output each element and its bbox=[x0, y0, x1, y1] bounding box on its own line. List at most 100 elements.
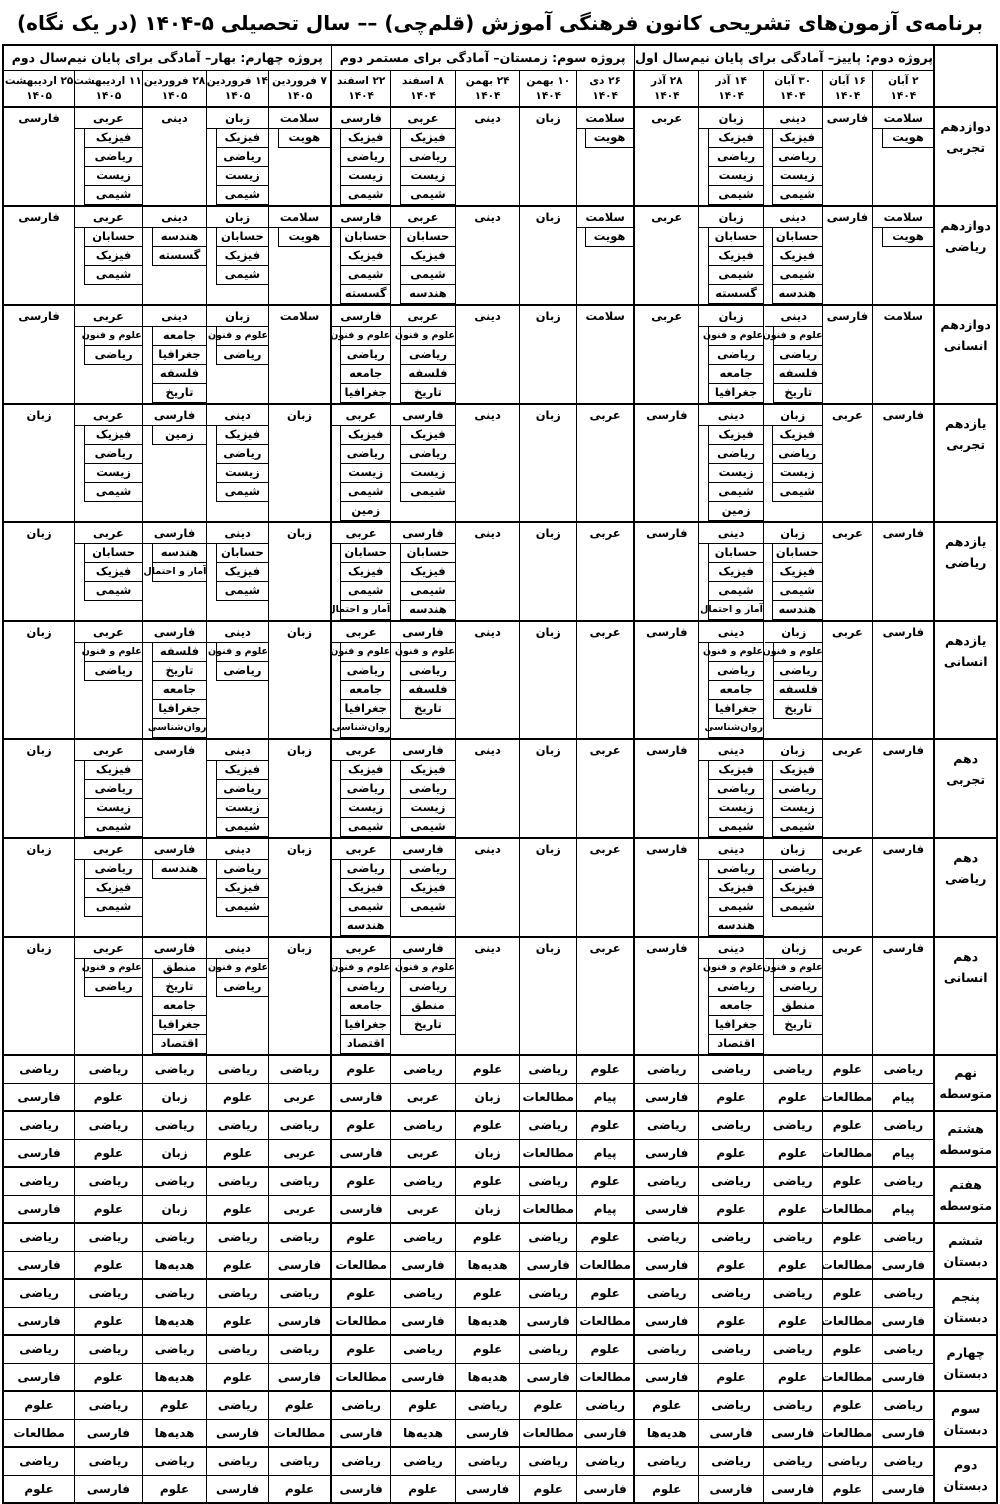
exam-cell: فارسی bbox=[141, 738, 208, 839]
subject-row: علوم bbox=[346, 1230, 376, 1244]
subject-main: فارسی bbox=[143, 623, 206, 643]
exam-cell: ریاضی عربی bbox=[390, 1054, 456, 1112]
subject-sub: اقتصاد bbox=[151, 1035, 206, 1054]
date-header: ۱۴ آذر ۱۴۰۴ bbox=[698, 69, 764, 108]
exam-cell: فارسی bbox=[872, 403, 935, 523]
subject-sub: ریاضی bbox=[773, 662, 822, 681]
date-year: ۱۴۰۴ bbox=[474, 89, 501, 102]
subject-main: زبان bbox=[764, 524, 822, 544]
exam-cell: ریاضی فارسی bbox=[633, 1110, 700, 1168]
subject-row: فارسی bbox=[269, 1307, 330, 1334]
exam-cell: زبان علوم و فنون ریاضی جامعه جغرافیا bbox=[698, 304, 764, 405]
exam-cell: عربی ریاضی فیزیک شیمی bbox=[74, 837, 143, 938]
grade-label-line: دبستان bbox=[943, 1254, 988, 1269]
subject-row: ریاضی bbox=[827, 1454, 868, 1468]
subject-main: زبان bbox=[26, 743, 52, 757]
grade-label-line: هفتم bbox=[949, 1177, 982, 1192]
subject-sub: ریاضی bbox=[708, 860, 763, 879]
exam-cell: ریاضی فارسی bbox=[2, 1278, 76, 1336]
subject-row: فارسی bbox=[635, 1083, 698, 1110]
subject-sub: علوم و فنون bbox=[764, 959, 822, 978]
exam-cell: ریاضی علوم bbox=[206, 1054, 269, 1112]
subject-sub: ریاضی bbox=[772, 780, 822, 799]
subject-main: دینی bbox=[207, 524, 268, 544]
subject-sub: هویت bbox=[584, 129, 633, 148]
exam-cell: فارسی bbox=[872, 620, 935, 740]
exam-cell: زبان فیزیک ریاضی زیست شیمی bbox=[698, 106, 764, 207]
subject-main: سلامت bbox=[883, 309, 923, 323]
exam-cell: ریاضی فارسی bbox=[872, 1222, 935, 1280]
exam-cell: ریاضی علوم bbox=[821, 1446, 874, 1504]
exam-cell: زبان علوم و فنون ریاضی منطق تاریخ bbox=[762, 936, 823, 1056]
subject-main: فارسی bbox=[391, 741, 455, 761]
exam-cell: علوم فارسی bbox=[330, 1110, 392, 1168]
subject-row: ریاضی bbox=[711, 1342, 751, 1356]
date-year: ۱۴۰۴ bbox=[653, 89, 680, 102]
date-day: ۲۸ آذر bbox=[651, 74, 683, 87]
subject-sub: تاریخ bbox=[400, 384, 455, 403]
exam-cell: ریاضی علوم bbox=[2, 1446, 76, 1504]
subject-sub: شیمی bbox=[340, 483, 390, 502]
date-day: ۱۴ آذر bbox=[715, 74, 747, 87]
subject-row: ریاضی bbox=[154, 1342, 195, 1356]
subject-main: دینی bbox=[207, 840, 268, 860]
exam-cell: ریاضی فارسی bbox=[330, 1446, 392, 1504]
exam-cell: ریاضی فارسی bbox=[2, 1054, 76, 1112]
subject-sub: روان‌شناسی bbox=[332, 719, 390, 738]
subject-row: علوم bbox=[832, 1062, 863, 1076]
subject-sub: فیزیک bbox=[215, 247, 268, 266]
subject-row: علوم bbox=[346, 1062, 376, 1076]
subject-sub: هندسه bbox=[340, 917, 390, 936]
subject-sub: زیست bbox=[215, 167, 268, 186]
exam-cell: علوم مطالعات bbox=[576, 1278, 636, 1336]
grade-label-line: انسانی bbox=[943, 338, 988, 353]
exam-cell: علوم مطالعات bbox=[330, 1334, 392, 1392]
exam-cell: ریاضی عربی bbox=[267, 1166, 333, 1224]
subject-row: هدیه‌ها bbox=[635, 1419, 698, 1446]
subject-main: عربی bbox=[391, 109, 455, 129]
exam-cell: ریاضی علوم bbox=[698, 1334, 764, 1392]
subject-sub: ریاضی bbox=[400, 780, 455, 799]
subject-sub: فلسفه bbox=[400, 681, 455, 700]
grade-row: یازدهم انسانی فارسی عربی زبان علوم و فنون ریاض… bbox=[2, 620, 998, 740]
subject-row: علوم bbox=[346, 1174, 376, 1188]
exam-cell: سلامت هویت bbox=[576, 106, 636, 207]
exam-cell: زبان حسابان فیزیک شیمی هندسه bbox=[762, 521, 823, 622]
subject-main: عربی bbox=[332, 524, 390, 544]
subject-row: زبان bbox=[143, 1195, 206, 1222]
exam-cell: دینی علوم و فنون ریاضی bbox=[206, 620, 269, 740]
exam-cell: ریاضی فارسی bbox=[267, 1278, 333, 1336]
subject-main: عربی bbox=[831, 941, 863, 955]
exam-cell: ریاضی هدیه‌ها bbox=[141, 1278, 208, 1336]
subject-row: ریاضی bbox=[88, 1062, 129, 1076]
subject-sub: شیمی bbox=[772, 898, 822, 917]
subject-row: علوم bbox=[159, 1398, 190, 1412]
subject-row: فارسی bbox=[635, 1363, 698, 1390]
subject-sub: شیمی bbox=[708, 186, 763, 205]
subject-row: ریاضی bbox=[154, 1286, 195, 1300]
subject-sub: حسابان bbox=[400, 544, 455, 563]
subject-main: زبان bbox=[286, 743, 313, 757]
subject-row: علوم bbox=[472, 1174, 503, 1188]
subject-row: علوم bbox=[635, 1475, 698, 1502]
subject-row: ریاضی bbox=[403, 1118, 443, 1132]
date-header: ۲۴ بهمن ۱۴۰۴ bbox=[454, 69, 521, 108]
date-year: ۱۴۰۵ bbox=[286, 89, 313, 102]
subject-sub: جغرافیا bbox=[708, 1016, 763, 1035]
subject-sub: تاریخ bbox=[773, 384, 822, 403]
subject-sub: فیزیک bbox=[400, 426, 455, 445]
page-title: برنامه‌ی آزمون‌های تشریحی کانون فرهنگی آ… bbox=[17, 11, 983, 35]
exam-cell: دینی حسابان فیزیک شیمی آمار و احتمال bbox=[698, 521, 764, 622]
subject-main: سلامت bbox=[577, 109, 633, 129]
subject-sub: شیمی bbox=[772, 582, 822, 601]
exam-cell: زبان bbox=[267, 521, 333, 622]
subject-main: زبان bbox=[286, 625, 313, 639]
exam-cell: ریاضی فارسی bbox=[390, 1222, 456, 1280]
grade-label-line: ریاضی bbox=[945, 239, 987, 254]
date-year: ۱۴۰۴ bbox=[592, 89, 618, 102]
subject-row: ریاضی bbox=[528, 1454, 569, 1468]
subject-row: ریاضی bbox=[88, 1174, 129, 1188]
exam-cell: فارسی bbox=[633, 837, 700, 938]
date-header: ۲۸ فروردین ۱۴۰۵ bbox=[141, 69, 208, 108]
subject-row: فارسی bbox=[873, 1419, 934, 1446]
